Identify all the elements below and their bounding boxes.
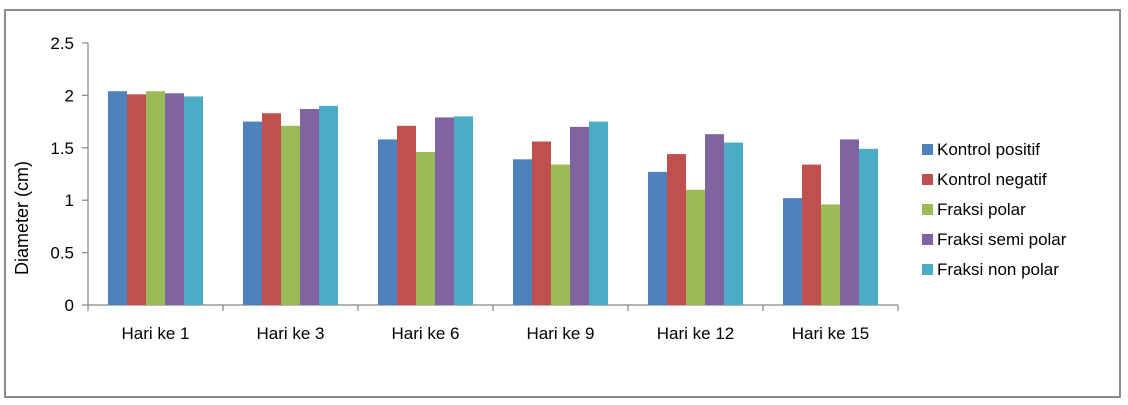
bar bbox=[724, 142, 743, 305]
legend-swatch bbox=[922, 204, 933, 215]
bar bbox=[300, 109, 319, 305]
bar bbox=[667, 154, 686, 305]
legend-swatch bbox=[922, 174, 933, 185]
x-tick-label: Hari ke 3 bbox=[256, 324, 324, 343]
legend-label: Fraksi polar bbox=[937, 200, 1026, 219]
bar bbox=[378, 139, 397, 305]
x-tick-label: Hari ke 15 bbox=[792, 324, 869, 343]
y-tick-label: 1 bbox=[65, 191, 74, 210]
legend-label: Kontrol negatif bbox=[937, 170, 1047, 189]
bar bbox=[435, 117, 454, 306]
bar bbox=[551, 164, 570, 305]
bar bbox=[243, 121, 262, 305]
bar bbox=[802, 164, 821, 305]
bar bbox=[127, 94, 146, 306]
x-tick-label: Hari ke 12 bbox=[657, 324, 734, 343]
legend-swatch bbox=[922, 234, 933, 245]
legend: Kontrol positif Kontrol negatif Fraksi pol… bbox=[922, 140, 1067, 279]
bar bbox=[859, 148, 878, 305]
bar bbox=[648, 171, 667, 305]
bar bbox=[165, 93, 184, 305]
bar bbox=[184, 96, 203, 305]
y-tick-label: 2.5 bbox=[50, 34, 74, 53]
bar bbox=[281, 125, 300, 306]
x-tick-label: Hari ke 6 bbox=[391, 324, 459, 343]
legend-label: Kontrol positif bbox=[937, 140, 1040, 159]
bar bbox=[397, 125, 416, 306]
bar bbox=[262, 113, 281, 305]
legend-swatch bbox=[922, 144, 933, 155]
x-axis: Hari ke 1 Hari ke 3 Hari ke 6 Hari ke 9 Hari… bbox=[87, 304, 899, 343]
bar bbox=[705, 134, 724, 305]
x-tick-label: Hari ke 1 bbox=[121, 324, 189, 343]
y-tick-label: 0.5 bbox=[50, 244, 74, 263]
bar bbox=[108, 91, 127, 305]
y-tick-label: 0 bbox=[65, 296, 74, 315]
bar bbox=[416, 151, 435, 305]
legend-label: Fraksi non polar bbox=[937, 260, 1059, 279]
legend-swatch bbox=[922, 264, 933, 275]
bar bbox=[686, 189, 705, 305]
bar bbox=[454, 116, 473, 305]
x-tick-label: Hari ke 9 bbox=[526, 324, 594, 343]
bars bbox=[108, 91, 878, 306]
y-tick-label: 2 bbox=[65, 86, 74, 105]
bar bbox=[532, 141, 551, 305]
bar bbox=[589, 121, 608, 305]
y-axis-title: Diameter (cm) bbox=[12, 161, 32, 275]
bar bbox=[840, 139, 859, 305]
y-tick-label: 1.5 bbox=[50, 139, 74, 158]
bar bbox=[513, 159, 532, 305]
bar bbox=[783, 198, 802, 305]
bar bbox=[570, 126, 589, 305]
bar bbox=[146, 91, 165, 305]
y-axis: 0 0.5 1 1.5 2 2.5 bbox=[50, 34, 89, 315]
bar bbox=[821, 204, 840, 305]
bar bbox=[319, 105, 338, 305]
legend-label: Fraksi semi polar bbox=[937, 230, 1067, 249]
